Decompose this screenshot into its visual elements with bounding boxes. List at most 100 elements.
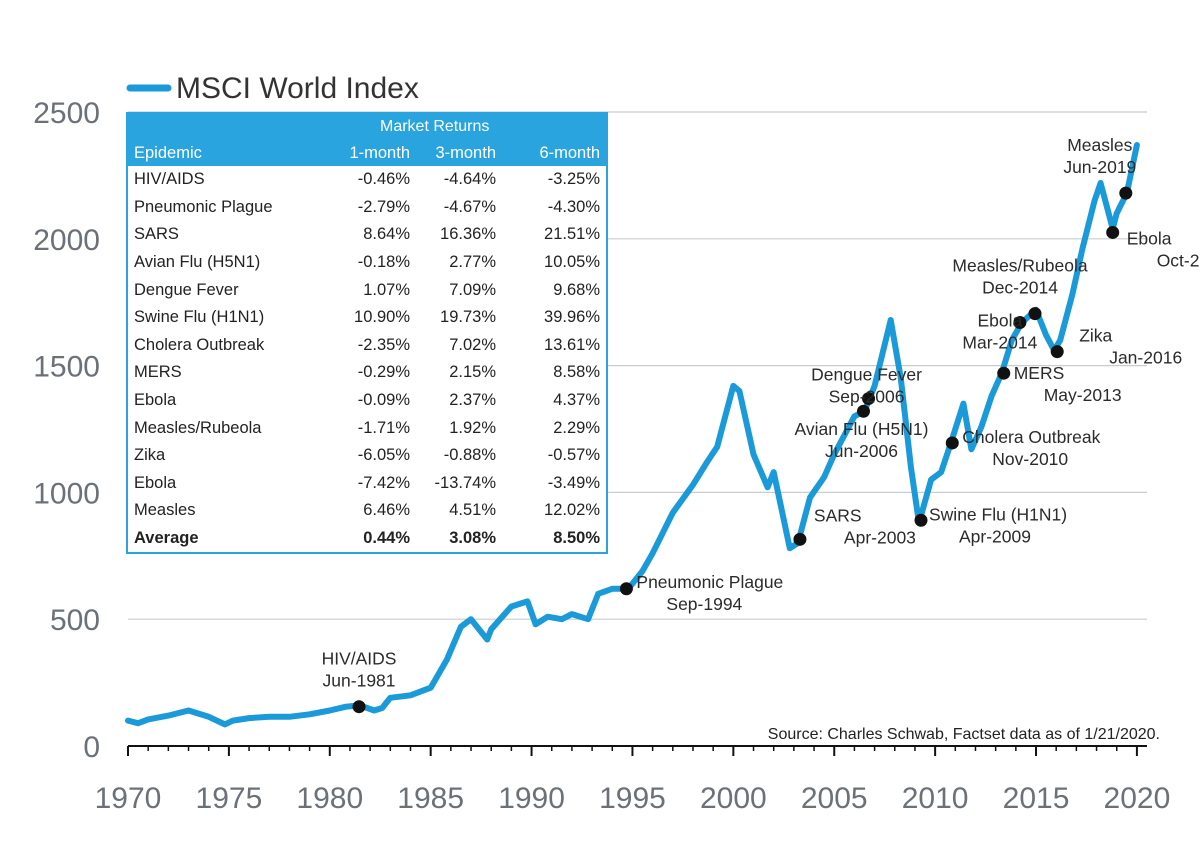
event-label: SARS [814,505,862,525]
cell-epidemic: MERS [134,363,182,382]
cell-6-month: -3.25% [547,170,600,189]
cell-epidemic: Pneumonic Plague [134,197,273,216]
cell-1-month: -7.42% [357,473,410,492]
y-tick-label: 0 [83,731,100,764]
event-marker [1050,345,1064,359]
table-row: Measles/Rubeola -1.71% 1.92% 2.29% [128,414,606,442]
event-marker [862,392,876,406]
event-marker [619,582,633,596]
cell-3-month: 4.51% [449,501,496,520]
y-tick-label: 2500 [33,97,100,130]
event-label: Avian Flu (H5N1) [795,419,929,439]
table-row: Measles 6.46% 4.51% 12.02% [128,497,606,525]
cell-6-month: 8.58% [553,363,600,382]
table-row: Ebola -0.09% 2.37% 4.37% [128,387,606,415]
x-tick-label: 2020 [1104,782,1171,815]
cell-epidemic: Dengue Fever [134,280,239,299]
cell-epidemic: Cholera Outbreak [134,335,265,354]
table-header: Market Returns Epidemic 1-month 3-month … [128,114,606,166]
legend-label: MSCI World Index [176,72,419,105]
cell-epidemic: Ebola [134,391,177,410]
event-label: Ebola [1127,228,1172,248]
table-row: Zika -6.05% -0.88% -0.57% [128,442,606,470]
table-row: Ebola -7.42% -13.74% -3.49% [128,470,606,498]
cell-1-month: 1.07% [363,280,410,299]
event-date: Sep-1994 [666,594,742,614]
event-marker [1119,186,1133,200]
cell-3-month: 1.92% [449,418,496,437]
event-date: Dec-2014 [982,278,1058,298]
source-note: Source: Charles Schwab, Factset data as … [768,726,1160,743]
cell-epidemic: Avian Flu (H5N1) [134,253,261,272]
cell-3-month: -4.64% [443,170,496,189]
cell-1-month: -2.35% [357,335,410,354]
event-date: Sep-2006 [829,387,905,407]
event-marker [997,366,1011,380]
cell-3-month: 7.02% [449,335,496,354]
x-axis: 1970 1975 1980 1985 1990 1995 2000 2005 2010 2015… [95,745,1171,815]
cell-3-month: 2.37% [449,391,496,410]
cell-3-month: 2.15% [449,363,496,382]
cell-1-month: -1.71% [357,418,410,437]
market-returns-table: Market Returns Epidemic 1-month 3-month … [126,112,608,555]
event-label: HIV/AIDS [322,649,397,669]
cell-6-month: 9.68% [553,280,600,299]
event-marker [1028,307,1042,321]
table-row: SARS 8.64% 16.36% 21.51% [128,221,606,249]
cell-epidemic: HIV/AIDS [134,170,205,189]
event-date: Nov-2010 [992,449,1068,469]
x-tick-label: 2015 [1003,782,1070,815]
cell-6-month: -0.57% [547,446,600,465]
event-marker [914,513,928,527]
cell-epidemic: Measles/Rubeola [134,418,262,437]
cell-6-month: -4.30% [547,197,600,216]
event-marker [1013,315,1027,329]
event-label: Swine Flu (H1N1) [929,504,1067,524]
event-label: Dengue Fever [811,365,922,385]
cell-6-month: -3.49% [547,473,600,492]
cell-3-month: -4.67% [443,197,496,216]
y-tick-label: 500 [50,604,100,637]
table-row: Swine Flu (H1N1) 10.90% 19.73% 39.96% [128,304,606,332]
cell-epidemic: SARS [134,225,179,244]
event-date: Apr-2009 [959,526,1031,546]
event-label: Measles/Rubeola [952,256,1087,276]
y-tick-label: 2000 [33,224,100,257]
average-label: Average [134,529,199,548]
column-header-1-month: 1-month [349,143,410,162]
event-date: Mar-2014 [962,332,1037,352]
average-6-month: 8.50% [553,529,600,548]
table-row: Cholera Outbreak -2.35% 7.02% 13.61% [128,332,606,360]
event-date: Oct-2018 [1157,250,1200,270]
cell-3-month: -0.88% [443,446,496,465]
cell-6-month: 2.29% [553,418,600,437]
series-line-msci-world [125,142,1140,728]
cell-epidemic: Measles [134,501,196,520]
cell-1-month: 6.46% [363,501,410,520]
event-marker [945,436,959,450]
event-date: Jun-2019 [1063,157,1136,177]
cell-epidemic: Zika [134,446,166,465]
event-date: Jun-2006 [825,441,898,461]
x-tick-label: 2000 [700,782,767,815]
cell-1-month: -0.18% [357,253,410,272]
event-date: Jan-2016 [1109,348,1182,368]
cell-1-month: -6.05% [357,446,410,465]
event-label: Zika [1079,326,1112,346]
event-label: Cholera Outbreak [962,427,1100,447]
cell-3-month: 2.77% [449,253,496,272]
x-tick-label: 1985 [397,782,464,815]
x-tick-label: 2005 [801,782,868,815]
legend: MSCI World Index [126,72,419,105]
event-marker [352,700,366,714]
average-3-month: 3.08% [449,529,496,548]
cell-6-month: 21.51% [544,225,600,244]
table-row: Dengue Fever 1.07% 7.09% 9.68% [128,276,606,304]
x-tick-label: 1995 [599,782,666,815]
event-marker [1106,225,1120,239]
table-row: HIV/AIDS -0.46% -4.64% -3.25% [128,166,606,194]
y-axis: 0 500 1000 1500 2000 2500 [33,97,100,764]
x-tick-label: 2010 [902,782,969,815]
event-label: MERS [1014,363,1065,383]
